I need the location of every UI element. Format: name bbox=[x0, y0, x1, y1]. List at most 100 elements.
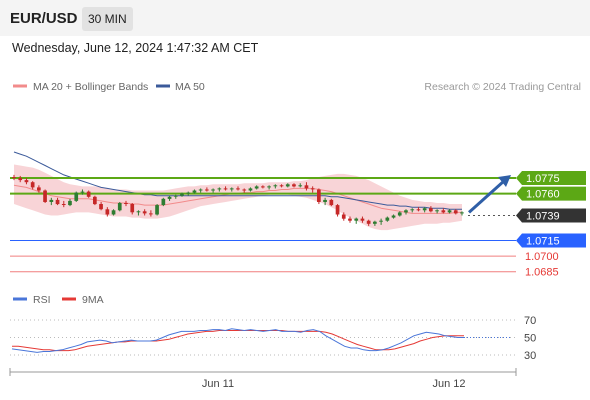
candle-body bbox=[254, 186, 259, 189]
candle-body bbox=[341, 214, 346, 219]
x-tick-jun-11: Jun 11 bbox=[202, 378, 234, 390]
candle-body bbox=[285, 184, 290, 187]
candle-body bbox=[223, 188, 228, 190]
rsi-ma-line bbox=[12, 330, 464, 352]
candle-body bbox=[429, 208, 433, 212]
level-label-support: 1.0700 bbox=[525, 251, 559, 263]
candle-body bbox=[86, 191, 91, 197]
datetime-label: Wednesday, June 12, 2024 1:47:32 AM CET bbox=[12, 41, 259, 55]
legend-ma50-label: MA 50 bbox=[175, 81, 205, 93]
candle-body bbox=[186, 192, 191, 194]
level-label-resistance: 1.0760 bbox=[526, 189, 560, 201]
candle-body bbox=[105, 209, 110, 215]
candle-body bbox=[30, 182, 35, 188]
level-tag-resistance bbox=[516, 171, 586, 186]
candle-body bbox=[416, 209, 421, 211]
candle-body bbox=[441, 210, 446, 213]
candle-body bbox=[61, 204, 66, 205]
ma50-line bbox=[13, 151, 462, 210]
candle-body bbox=[404, 210, 408, 213]
candle-body bbox=[354, 218, 359, 221]
forecast-arrow-shaft bbox=[467, 179, 506, 214]
candle-body bbox=[323, 199, 327, 202]
level-label-resistance: 1.0775 bbox=[526, 173, 560, 185]
candle-body bbox=[435, 210, 439, 212]
rsi-line bbox=[11, 328, 464, 353]
candle-body bbox=[68, 200, 72, 206]
candle-body bbox=[37, 187, 41, 191]
candle-body bbox=[273, 185, 278, 187]
candle-body bbox=[111, 210, 116, 215]
candle-body bbox=[310, 188, 315, 190]
candle-body bbox=[422, 208, 427, 211]
candle-body bbox=[18, 178, 23, 181]
candle-body bbox=[93, 196, 97, 205]
candle-body bbox=[217, 188, 222, 190]
candle-body bbox=[348, 218, 352, 221]
candle-body bbox=[447, 210, 452, 213]
candle-body bbox=[12, 177, 16, 178]
candle-body bbox=[248, 188, 253, 191]
candle-body bbox=[155, 205, 159, 215]
candle-body bbox=[267, 186, 271, 188]
candle-body bbox=[149, 213, 153, 215]
forecast-arrowhead bbox=[498, 175, 511, 188]
candle-body bbox=[279, 185, 284, 187]
candle-body bbox=[211, 189, 215, 191]
level-label-last: 1.0739 bbox=[526, 211, 560, 223]
candle-body bbox=[24, 180, 29, 183]
candle-body bbox=[142, 211, 147, 214]
candle-body bbox=[198, 189, 203, 191]
candle-body bbox=[124, 203, 128, 204]
candle-body bbox=[74, 192, 79, 201]
candle-body bbox=[229, 188, 234, 190]
candle-body bbox=[317, 189, 321, 202]
candle-body bbox=[49, 199, 54, 202]
candle-body bbox=[261, 186, 265, 188]
candle-body bbox=[136, 211, 141, 213]
header-bar: EUR/USD 30 MIN bbox=[0, 0, 590, 36]
candle-body bbox=[242, 189, 247, 191]
candle-body bbox=[43, 190, 47, 202]
level-label-support: 1.0685 bbox=[525, 267, 559, 279]
candle-body bbox=[292, 184, 296, 187]
candle-body bbox=[397, 212, 402, 216]
candle-body bbox=[373, 221, 377, 224]
candle-body bbox=[385, 217, 390, 221]
rsi-pane: 70 50 30 bbox=[10, 315, 536, 362]
candle-body bbox=[453, 210, 458, 214]
rsi-tick-30: 30 bbox=[524, 350, 536, 362]
level-tag-pivot bbox=[516, 233, 586, 248]
rsi-tick-70: 70 bbox=[524, 315, 536, 327]
watermark: Research © 2024 Trading Central bbox=[424, 81, 581, 93]
bollinger-band bbox=[14, 164, 462, 231]
candle-body bbox=[130, 204, 135, 213]
legend-9ma-label: 9MA bbox=[82, 294, 104, 306]
timeframe-button[interactable]: 30 MIN bbox=[82, 7, 133, 31]
candle-body bbox=[298, 185, 303, 187]
candle-body bbox=[205, 189, 209, 191]
candle-body bbox=[192, 190, 197, 193]
candle-body bbox=[335, 205, 340, 215]
candle-body bbox=[460, 212, 464, 214]
candle-body bbox=[167, 196, 172, 199]
rsi-tick-50: 50 bbox=[524, 333, 536, 345]
candle-body bbox=[99, 204, 103, 210]
candle-body bbox=[410, 209, 415, 211]
candle-body bbox=[329, 199, 334, 206]
candle-body bbox=[55, 199, 60, 205]
candle-body bbox=[180, 193, 184, 196]
level-label-pivot: 1.0715 bbox=[526, 235, 560, 247]
level-tag-resistance bbox=[516, 186, 586, 201]
candle-body bbox=[366, 220, 371, 224]
x-tick-jun-12: Jun 12 bbox=[432, 378, 465, 390]
candle-body bbox=[379, 220, 383, 222]
legend-ma20-label: MA 20 + Bollinger Bands bbox=[33, 81, 148, 93]
candle-body bbox=[360, 218, 365, 221]
candle-body bbox=[161, 198, 166, 205]
legend-rsi-label: RSI bbox=[33, 294, 51, 306]
price-pane: 1.0775 1.0760 1.0739 1.0715 1.0700 1.0685 bbox=[10, 151, 586, 279]
level-tag-last bbox=[516, 208, 586, 223]
candle-body bbox=[391, 215, 396, 218]
